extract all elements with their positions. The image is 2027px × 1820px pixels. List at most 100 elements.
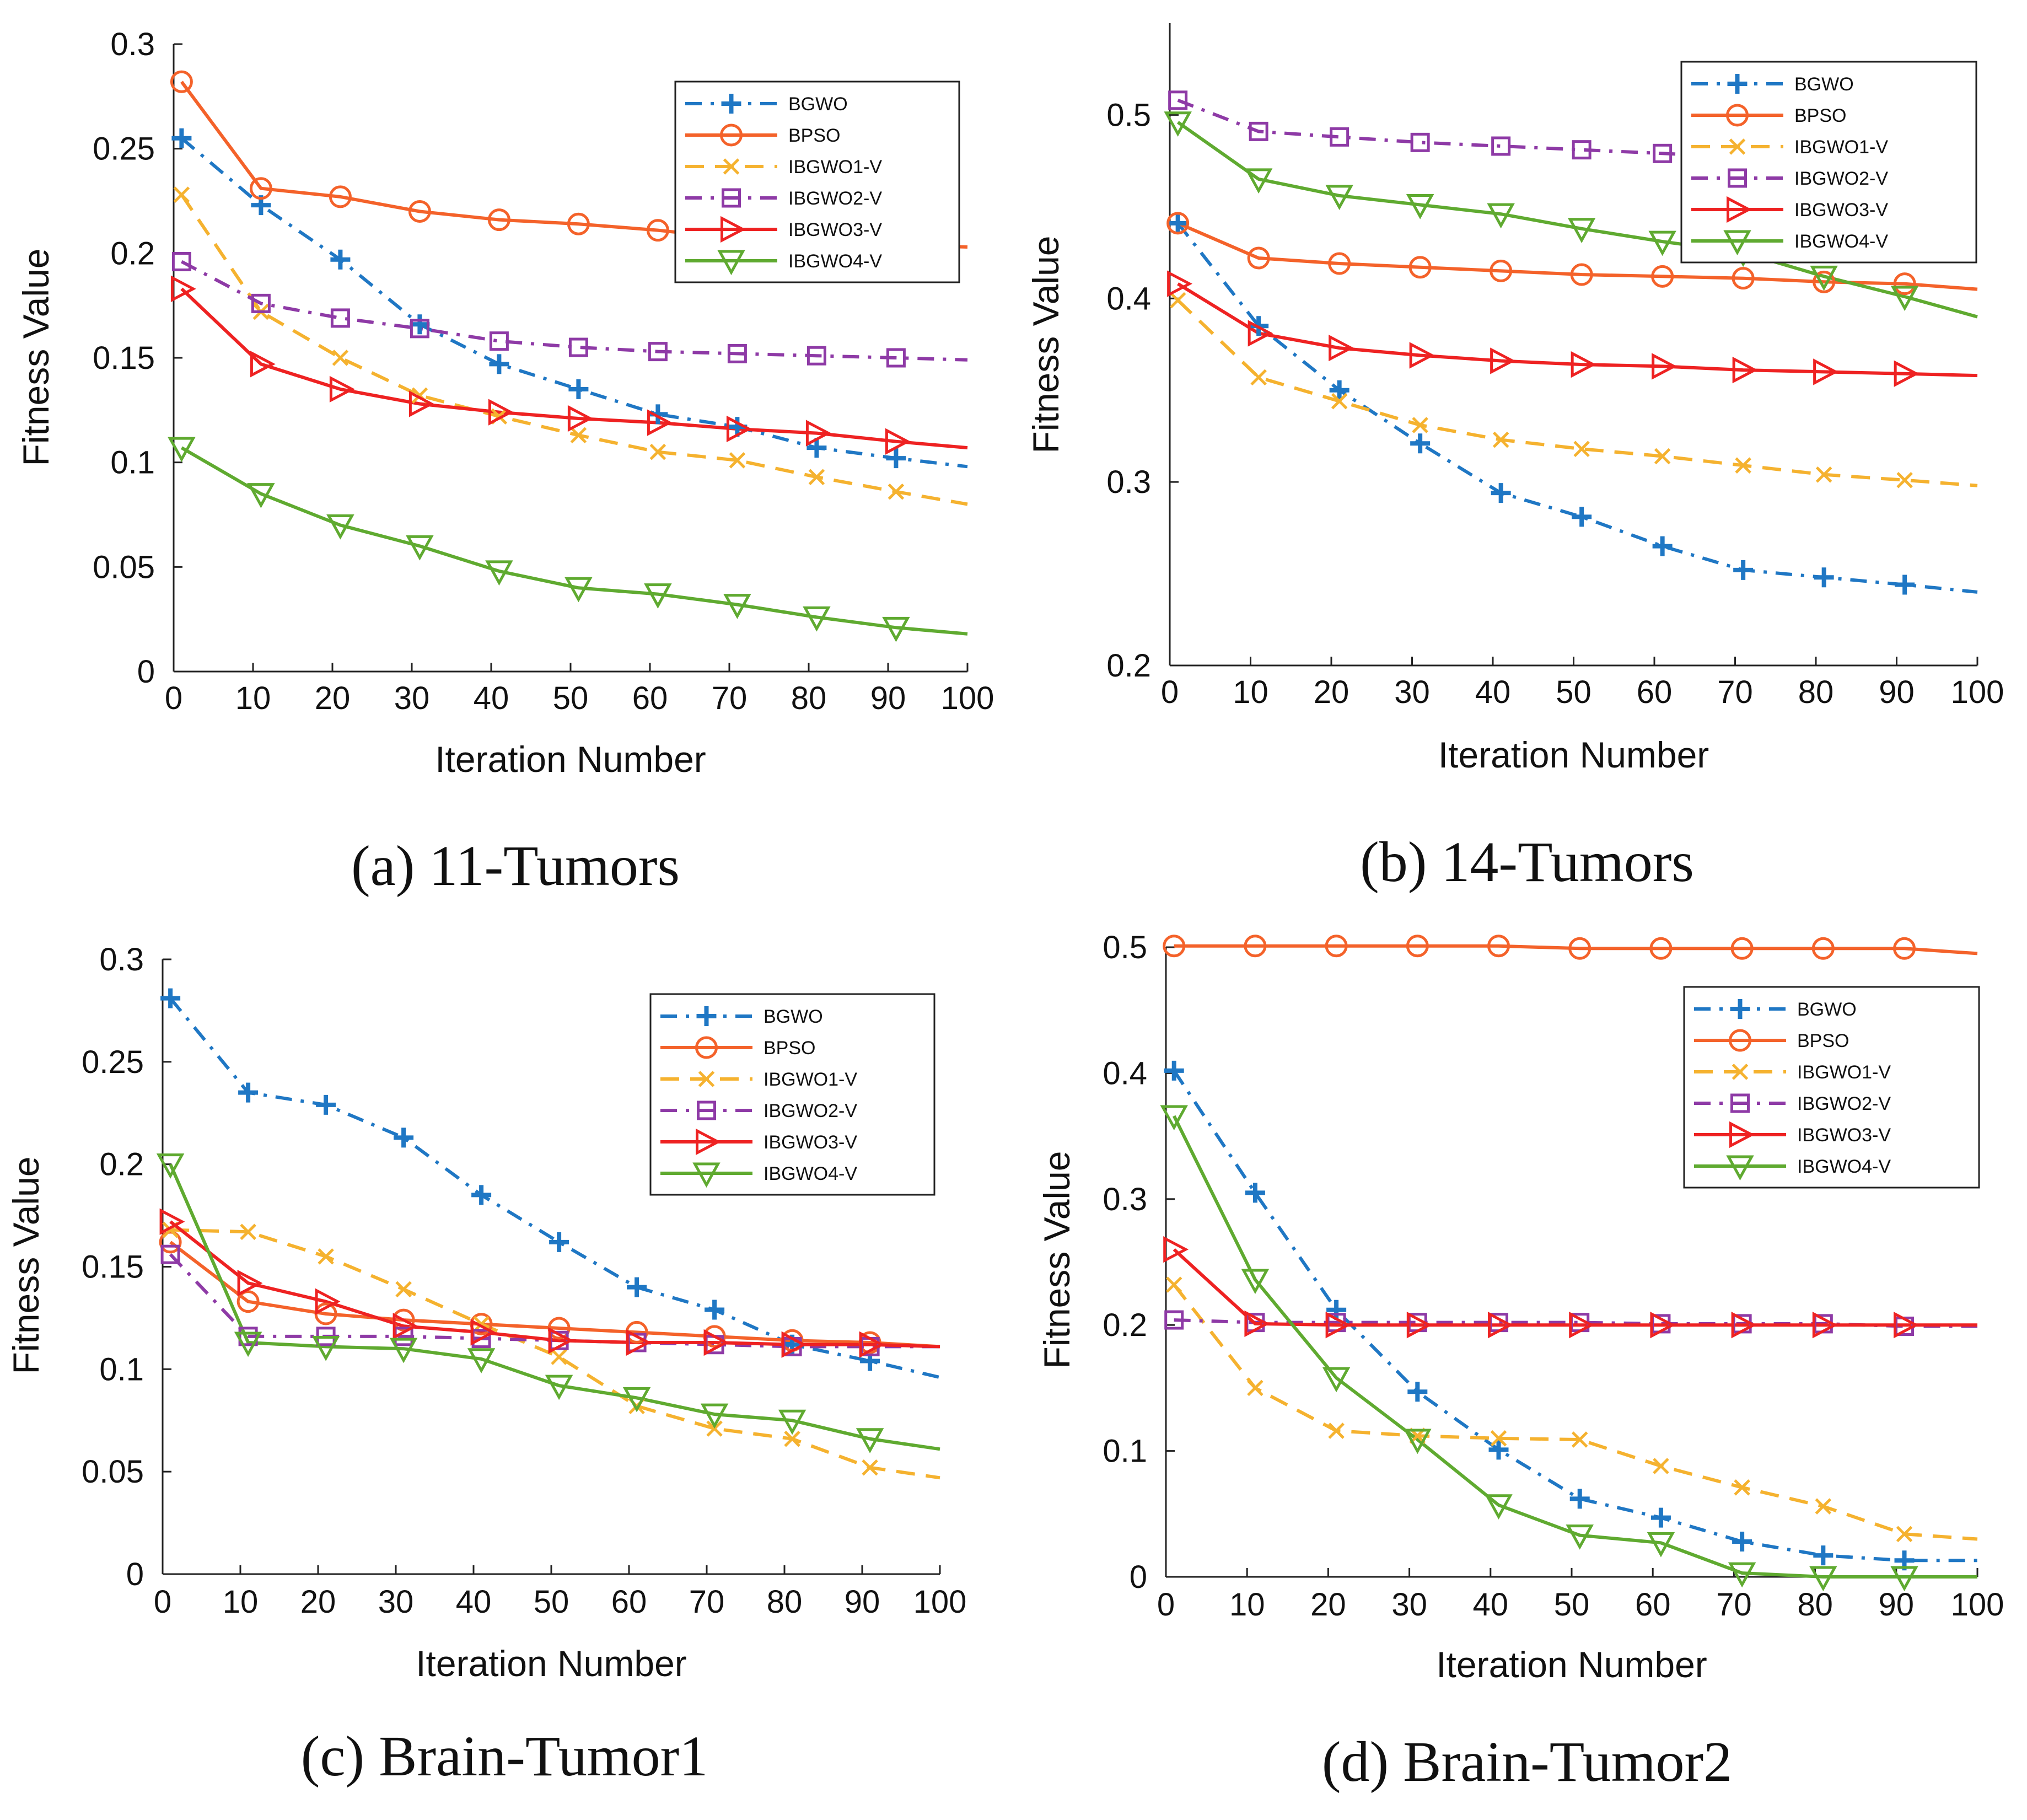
data-point-ibgwo1-v bbox=[808, 469, 825, 485]
data-point-bgwo bbox=[1733, 560, 1754, 580]
data-point-bgwo bbox=[238, 1082, 259, 1103]
x-tick-label: 50 bbox=[1556, 674, 1592, 710]
series-line-ibgwo1-v bbox=[1176, 299, 1978, 487]
legend-label-ibgwo1-v: IBGWO1-V bbox=[1797, 1062, 1891, 1083]
legend-label-ibgwo1-v: IBGWO1-V bbox=[1794, 137, 1888, 158]
data-point-ibgwo3-v bbox=[647, 409, 673, 436]
legend-marker-bpso bbox=[720, 124, 743, 147]
data-point-ibgwo4-v bbox=[1647, 1532, 1675, 1558]
data-point-ibgwo4-v bbox=[700, 1403, 729, 1429]
data-point-ibgwo3-v bbox=[1894, 360, 1920, 387]
legend-marker-bgwo bbox=[696, 1006, 717, 1026]
legend-label-ibgwo2-v: IBGWO2-V bbox=[1797, 1093, 1891, 1114]
data-point-ibgwo2-v bbox=[1653, 143, 1673, 163]
data-point-ibgwo4-v bbox=[564, 577, 593, 603]
legend-marker-ibgwo4-v bbox=[1723, 230, 1751, 256]
data-point-ibgwo3-v bbox=[726, 415, 752, 443]
data-point-bgwo bbox=[1650, 1507, 1671, 1528]
chart-caption: (d) Brain-Tumor2 bbox=[1322, 1730, 1732, 1794]
x-tick-label: 80 bbox=[1798, 674, 1834, 710]
series-line-ibgwo3-v bbox=[1173, 1248, 1977, 1327]
x-tick-label: 50 bbox=[534, 1584, 569, 1620]
data-point-bpso bbox=[329, 185, 352, 208]
data-point-ibgwo1-v bbox=[1815, 466, 1832, 483]
data-point-ibgwo3-v bbox=[548, 1327, 574, 1354]
x-tick-label: 80 bbox=[791, 680, 827, 716]
data-point-ibgwo1-v bbox=[1412, 417, 1428, 433]
data-point-bpso bbox=[1893, 272, 1916, 296]
data-point-ibgwo1-v bbox=[1328, 1422, 1345, 1439]
series-line-ibgwo3-v bbox=[1177, 282, 1978, 378]
data-point-bpso bbox=[1408, 256, 1432, 279]
data-point-ibgwo4-v bbox=[1567, 218, 1596, 243]
data-point-bpso bbox=[1730, 937, 1754, 960]
x-tick-label: 80 bbox=[1797, 1587, 1833, 1623]
x-tick-label: 60 bbox=[1637, 674, 1673, 710]
data-point-bgwo bbox=[1407, 1382, 1428, 1402]
y-axis-label: Fitness Value bbox=[6, 1157, 46, 1375]
data-point-ibgwo2-v bbox=[568, 337, 588, 357]
data-point-ibgwo4-v bbox=[1160, 1105, 1188, 1131]
data-point-ibgwo2-v bbox=[1410, 132, 1430, 152]
data-point-bpso bbox=[487, 208, 510, 232]
y-tick-label: 0.2 bbox=[110, 235, 155, 271]
data-point-bpso bbox=[1893, 937, 1916, 960]
data-point-ibgwo3-v bbox=[159, 1208, 185, 1235]
legend-marker-bpso bbox=[1726, 104, 1749, 127]
x-tick-label: 50 bbox=[553, 680, 589, 716]
data-point-bpso bbox=[1568, 937, 1592, 960]
data-point-ibgwo1-v bbox=[1331, 393, 1348, 410]
data-point-bgwo bbox=[160, 988, 181, 1008]
x-tick-label: 10 bbox=[1229, 1587, 1265, 1623]
legend-label-bgwo: BGWO bbox=[788, 94, 848, 115]
data-point-ibgwo4-v bbox=[1809, 1566, 1837, 1592]
data-point-ibgwo4-v bbox=[1566, 1524, 1594, 1550]
data-point-ibgwo3-v bbox=[237, 1270, 263, 1297]
x-tick-label: 0 bbox=[154, 1584, 171, 1620]
data-point-ibgwo2-v bbox=[886, 348, 906, 368]
data-point-ibgwo1-v bbox=[332, 350, 349, 366]
data-point-ibgwo3-v bbox=[1409, 342, 1435, 369]
series-line-bgwo bbox=[1173, 1070, 1977, 1563]
data-point-ibgwo4-v bbox=[247, 483, 275, 508]
data-point-ibgwo1-v bbox=[784, 1430, 800, 1447]
x-tick-label: 10 bbox=[223, 1584, 259, 1620]
data-point-ibgwo4-v bbox=[389, 1338, 418, 1363]
chart-caption: (b) 14-Tumors bbox=[1360, 830, 1694, 894]
data-point-ibgwo3-v bbox=[408, 390, 434, 417]
data-point-ibgwo1-v bbox=[1735, 457, 1751, 474]
data-point-bgwo bbox=[1813, 1545, 1834, 1566]
data-point-bgwo bbox=[1410, 433, 1431, 454]
legend-marker-bgwo bbox=[721, 94, 741, 114]
legend-label-ibgwo3-v: IBGWO3-V bbox=[764, 1132, 857, 1153]
x-tick-label: 10 bbox=[1233, 674, 1268, 710]
y-tick-label: 0.3 bbox=[1103, 1182, 1147, 1217]
y-tick-label: 0.3 bbox=[99, 942, 144, 978]
legend-label-ibgwo3-v: IBGWO3-V bbox=[1794, 200, 1888, 221]
data-point-ibgwo3-v bbox=[1571, 351, 1596, 378]
data-point-ibgwo3-v bbox=[626, 1329, 652, 1356]
y-tick-label: 0.15 bbox=[82, 1249, 144, 1285]
data-point-ibgwo3-v bbox=[250, 351, 276, 378]
data-point-ibgwo1-v bbox=[1492, 431, 1509, 448]
data-point-bpso bbox=[1247, 246, 1270, 270]
data-point-ibgwo2-v bbox=[1330, 127, 1349, 147]
y-tick-label: 0.4 bbox=[1106, 281, 1151, 316]
data-point-ibgwo1-v bbox=[862, 1459, 878, 1476]
data-point-bpso bbox=[1813, 270, 1836, 293]
x-tick-label: 40 bbox=[474, 680, 509, 716]
data-point-ibgwo4-v bbox=[882, 616, 910, 642]
legend-box bbox=[674, 80, 960, 283]
y-tick-label: 0.1 bbox=[99, 1351, 144, 1387]
legend-label-ibgwo2-v: IBGWO2-V bbox=[764, 1100, 857, 1121]
data-point-bpso bbox=[408, 200, 431, 223]
chart-panel-4: 0 10 20 30 40 50 60 70 80 90 100 0 0.1 0.2 0.3 0.4 0.5 It… bbox=[1036, 930, 2004, 1794]
data-point-bpso bbox=[567, 212, 590, 235]
x-tick-label: 70 bbox=[1716, 1587, 1752, 1623]
series-line-bgwo bbox=[1176, 222, 1978, 594]
data-point-bpso bbox=[1166, 212, 1190, 235]
data-point-ibgwo3-v bbox=[1325, 1312, 1351, 1339]
data-point-ibgwo2-v bbox=[1491, 136, 1511, 156]
data-point-bgwo bbox=[549, 1232, 569, 1252]
x-tick-label: 50 bbox=[1554, 1587, 1590, 1623]
